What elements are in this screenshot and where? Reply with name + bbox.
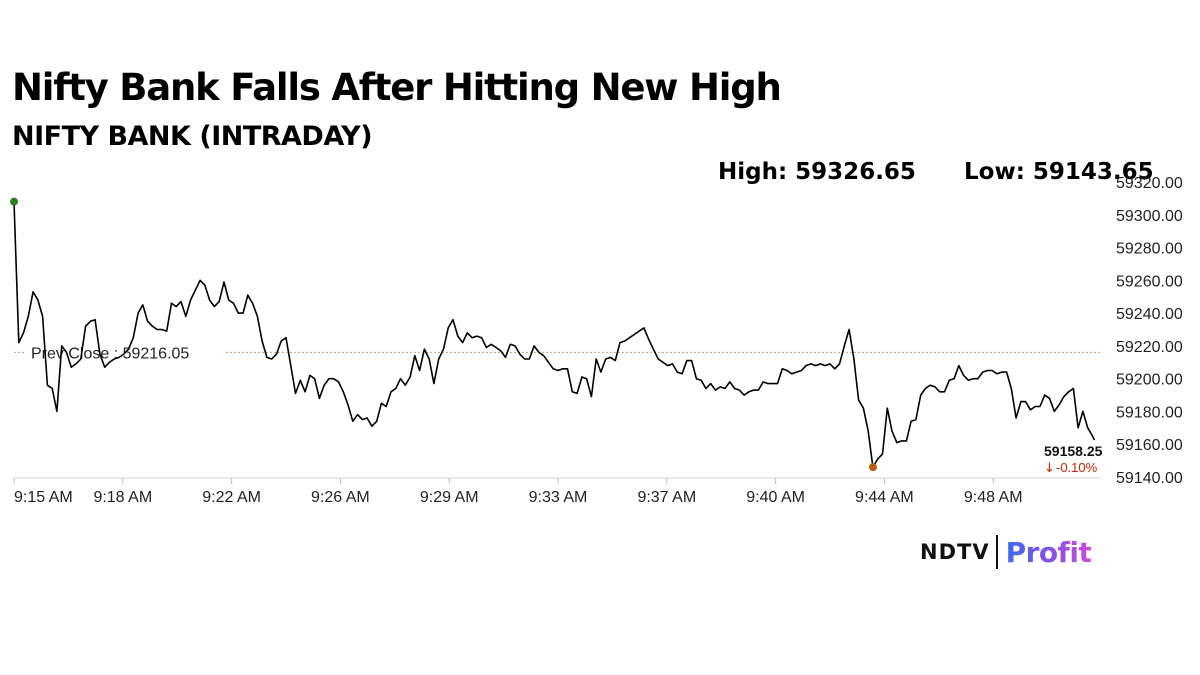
chart-headline: Nifty Bank Falls After Hitting New High xyxy=(12,66,782,109)
plot-area xyxy=(13,201,1103,468)
y-tick-label: 59260.00 xyxy=(1116,273,1183,290)
y-tick-label: 59160.00 xyxy=(1116,437,1183,454)
y-tick-label: 59300.00 xyxy=(1116,208,1183,225)
last-value-label-bg xyxy=(1042,440,1106,475)
x-tick-label: 9:33 AM xyxy=(529,489,588,506)
x-tick-label: 9:48 AM xyxy=(964,489,1023,506)
x-tick-label: 9:15 AM xyxy=(14,489,73,506)
x-axis: 9:15 AM 9:18 AM 9:22 AM 9:26 AM 9:29 AM 9:33 … xyxy=(13,477,1102,506)
x-tick-label: 9:18 AM xyxy=(93,489,152,506)
prev-close-reference: Prev Close : 59216.05 xyxy=(14,342,1102,363)
low-point-marker xyxy=(868,463,877,472)
prev-close-label: Prev Close : 59216.05 xyxy=(31,345,189,362)
y-tick-label: 59200.00 xyxy=(1116,372,1183,389)
chart-subtitle: NIFTY BANK (INTRADAY) xyxy=(12,121,373,152)
brand-ndtv: NDTV xyxy=(920,540,990,564)
change-percent-label: -0.10% xyxy=(1056,460,1098,475)
y-axis: 59320.00 59300.00 59280.00 59260.00 59240.00… xyxy=(1116,175,1183,487)
x-tick-label: 9:26 AM xyxy=(311,489,370,506)
brand-profit: Profit xyxy=(1005,535,1092,569)
y-tick-label: 59140.00 xyxy=(1116,470,1183,487)
y-tick-label: 59240.00 xyxy=(1116,306,1183,323)
x-tick-label: 9:22 AM xyxy=(202,489,261,506)
high-stat: High: 59326.65 xyxy=(718,159,916,185)
markers: 59158.25 ↓ -0.10% xyxy=(10,197,1106,476)
y-tick-label: 59180.00 xyxy=(1116,404,1183,421)
series-line xyxy=(13,201,1103,468)
y-tick-label: 59280.00 xyxy=(1116,241,1183,258)
down-arrow-icon: ↓ xyxy=(1044,461,1055,476)
y-tick-label: 59320.00 xyxy=(1116,175,1183,192)
last-value-label: 59158.25 xyxy=(1044,443,1103,459)
x-tick-label: 9:29 AM xyxy=(420,489,479,506)
start-point-marker xyxy=(10,197,18,206)
brand-divider xyxy=(995,535,998,569)
x-tick-label: 9:37 AM xyxy=(637,489,696,506)
y-tick-label: 59220.00 xyxy=(1116,339,1183,356)
ndtv-profit-logo: NDTV Profit xyxy=(920,532,1092,572)
low-stat: Low: 59143.65 xyxy=(964,159,1154,185)
x-tick-label: 9:40 AM xyxy=(746,489,805,506)
x-tick-label: 9:44 AM xyxy=(855,489,914,506)
